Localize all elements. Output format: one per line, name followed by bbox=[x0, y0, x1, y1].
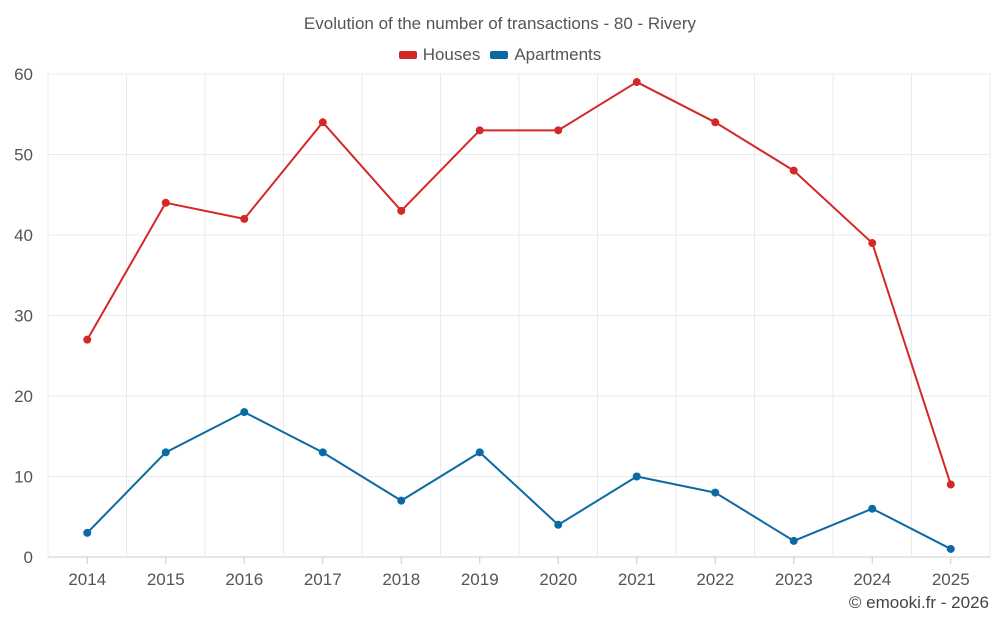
data-point-houses-2016[interactable] bbox=[240, 214, 249, 223]
x-tick-label-2023: 2023 bbox=[775, 570, 813, 589]
data-point-apartments-2020[interactable] bbox=[554, 520, 563, 529]
legend-label-apartments: Apartments bbox=[514, 45, 602, 64]
x-tick-label-2016: 2016 bbox=[225, 570, 263, 589]
legend: Houses Apartments bbox=[0, 45, 1000, 65]
legend-item-houses[interactable]: Houses bbox=[398, 45, 481, 65]
data-point-houses-2024[interactable] bbox=[868, 239, 877, 248]
y-tick-label-30: 30 bbox=[14, 307, 33, 326]
data-point-apartments-2017[interactable] bbox=[318, 448, 327, 457]
data-point-houses-2023[interactable] bbox=[789, 166, 798, 175]
data-point-apartments-2021[interactable] bbox=[632, 472, 641, 481]
data-point-apartments-2014[interactable] bbox=[83, 528, 92, 537]
legend-label-houses: Houses bbox=[422, 45, 481, 64]
x-tick-label-2022: 2022 bbox=[696, 570, 734, 589]
x-tick-label-2017: 2017 bbox=[304, 570, 342, 589]
x-tick-label-2025: 2025 bbox=[932, 570, 970, 589]
data-point-houses-2017[interactable] bbox=[318, 118, 327, 127]
x-tick-label-2015: 2015 bbox=[147, 570, 185, 589]
data-point-houses-2020[interactable] bbox=[554, 126, 563, 135]
data-point-houses-2022[interactable] bbox=[711, 118, 720, 127]
chart-title: Evolution of the number of transactions … bbox=[303, 14, 697, 33]
x-tick-label-2021: 2021 bbox=[618, 570, 656, 589]
data-point-apartments-2025[interactable] bbox=[946, 544, 955, 553]
data-point-apartments-2024[interactable] bbox=[868, 504, 877, 513]
data-point-houses-2021[interactable] bbox=[632, 78, 641, 87]
y-tick-label-50: 50 bbox=[14, 146, 33, 165]
data-point-apartments-2019[interactable] bbox=[475, 448, 484, 457]
data-point-apartments-2018[interactable] bbox=[397, 496, 406, 505]
x-tick-label-2020: 2020 bbox=[539, 570, 577, 589]
data-point-apartments-2022[interactable] bbox=[711, 488, 720, 497]
legend-swatch-houses bbox=[398, 51, 417, 59]
y-tick-label-20: 20 bbox=[14, 387, 33, 406]
y-tick-label-0: 0 bbox=[24, 548, 33, 567]
x-tick-label-2019: 2019 bbox=[461, 570, 499, 589]
y-tick-label-10: 10 bbox=[14, 468, 33, 487]
data-point-houses-2015[interactable] bbox=[161, 198, 170, 207]
data-point-houses-2014[interactable] bbox=[83, 335, 92, 344]
data-point-houses-2018[interactable] bbox=[397, 206, 406, 215]
credit-text: © emooki.fr - 2026 bbox=[848, 593, 989, 612]
data-point-apartments-2023[interactable] bbox=[789, 536, 798, 545]
data-point-houses-2019[interactable] bbox=[475, 126, 484, 135]
data-point-apartments-2016[interactable] bbox=[240, 408, 249, 417]
legend-swatch-apartments bbox=[490, 51, 509, 59]
x-tick-label-2024: 2024 bbox=[853, 570, 891, 589]
y-tick-label-60: 60 bbox=[14, 65, 33, 84]
series-line-apartments bbox=[86, 411, 952, 550]
legend-item-apartments[interactable]: Apartments bbox=[490, 45, 601, 65]
data-point-houses-2025[interactable] bbox=[946, 480, 955, 489]
x-tick-label-2018: 2018 bbox=[382, 570, 420, 589]
y-tick-label-40: 40 bbox=[14, 226, 33, 245]
x-tick-label-2014: 2014 bbox=[68, 570, 106, 589]
data-point-apartments-2015[interactable] bbox=[161, 448, 170, 457]
series-line-houses bbox=[86, 81, 952, 486]
